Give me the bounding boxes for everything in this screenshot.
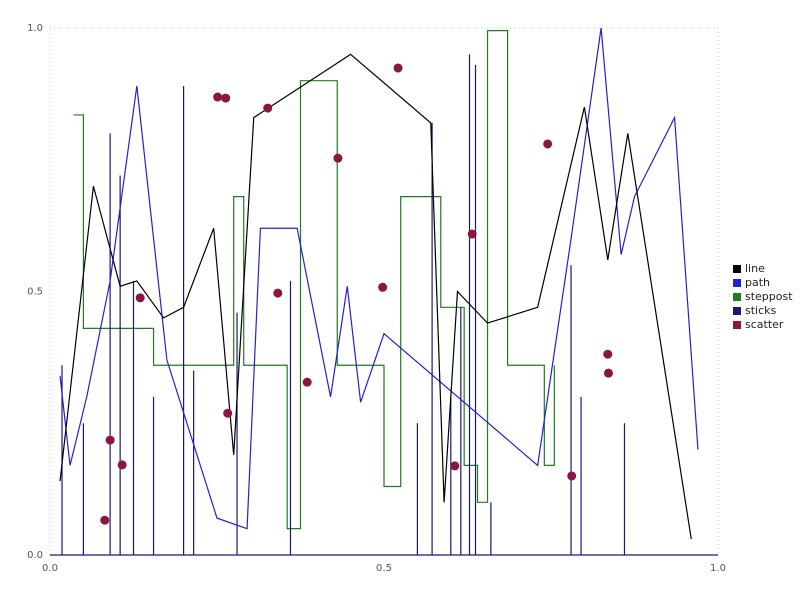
svg-text:1.0: 1.0 [27, 23, 43, 34]
svg-text:0.0: 0.0 [42, 563, 58, 574]
legend-label-scatter: scatter [745, 318, 784, 331]
legend-item-path: path [733, 276, 793, 289]
svg-text:1.0: 1.0 [710, 563, 726, 574]
legend-label-line: line [745, 262, 765, 275]
legend-swatch-sticks [733, 306, 741, 315]
legend-item-sticks: sticks [733, 304, 793, 317]
svg-text:0.5: 0.5 [27, 287, 43, 298]
legend: line path steppost sticks scatter [733, 262, 793, 331]
legend-swatch-path [733, 278, 741, 287]
svg-text:0.0: 0.0 [27, 550, 43, 561]
legend-label-sticks: sticks [745, 304, 777, 317]
legend-item-line: line [733, 262, 793, 275]
legend-swatch-steppost [733, 292, 741, 301]
legend-label-path: path [745, 276, 771, 289]
legend-item-steppost: steppost [733, 290, 793, 303]
legend-item-scatter: scatter [733, 318, 793, 331]
legend-swatch-scatter [733, 320, 741, 329]
svg-text:0.5: 0.5 [376, 563, 392, 574]
legend-swatch-line [733, 264, 741, 273]
legend-label-steppost: steppost [745, 290, 793, 303]
